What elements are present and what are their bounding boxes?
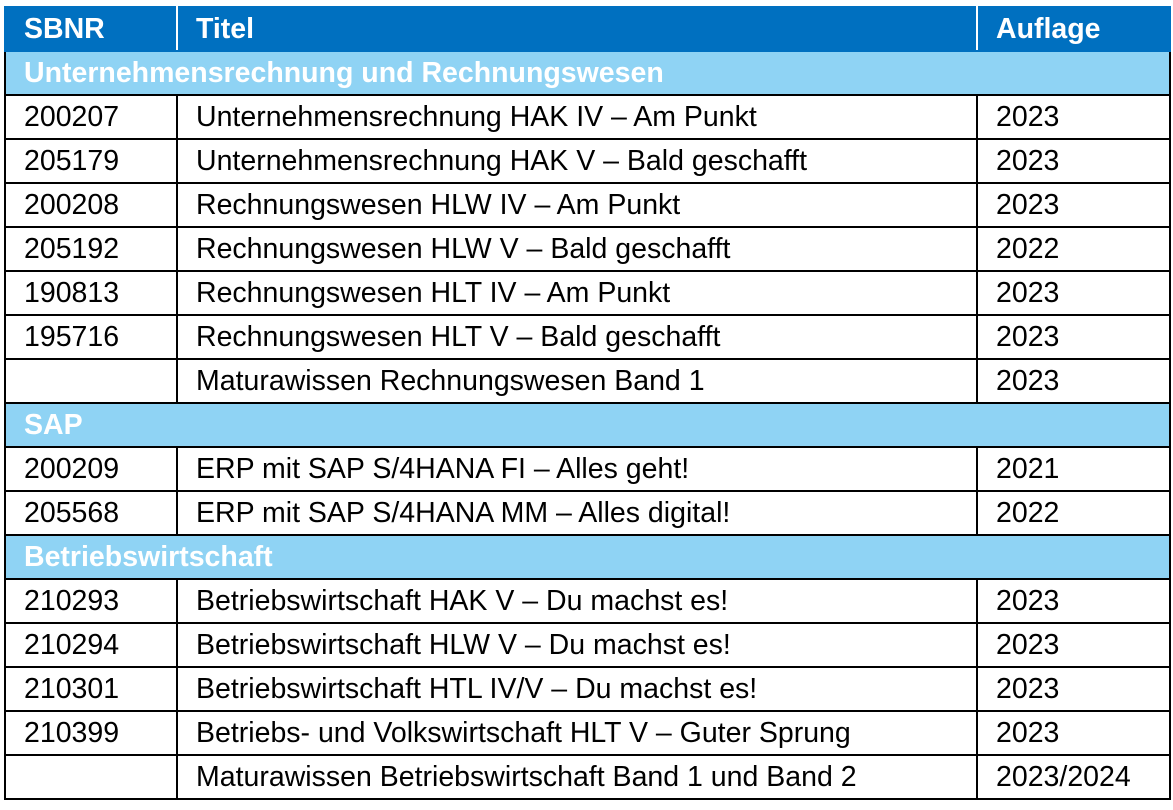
cell-auflage: 2023 xyxy=(976,710,1171,756)
cell-sbnr xyxy=(4,358,178,404)
section-row: Betriebswirtschaft xyxy=(4,534,1171,580)
table-row: Maturawissen Rechnungswesen Band 1 2023 xyxy=(4,358,1171,404)
table-row: Maturawissen Betriebswirtschaft Band 1 u… xyxy=(4,754,1171,800)
table-row: 200208 Rechnungswesen HLW IV – Am Punkt … xyxy=(4,182,1171,228)
cell-sbnr: 190813 xyxy=(4,270,178,316)
cell-sbnr xyxy=(4,754,178,800)
book-table: SBNR Titel Auflage Unternehmensrechnung … xyxy=(4,6,1171,800)
cell-auflage: 2023 xyxy=(976,358,1171,404)
section-title: SAP xyxy=(4,402,1171,448)
table-row: 210399 Betriebs- und Volkswirtschaft HLT… xyxy=(4,710,1171,756)
section-title: Betriebswirtschaft xyxy=(4,534,1171,580)
section-row: Unternehmensrechnung und Rechnungswesen xyxy=(4,50,1171,96)
cell-titel: Rechnungswesen HLW IV – Am Punkt xyxy=(176,182,978,228)
cell-titel: Unternehmensrechnung HAK IV – Am Punkt xyxy=(176,94,978,140)
cell-titel: Rechnungswesen HLW V – Bald geschafft xyxy=(176,226,978,272)
cell-sbnr: 205192 xyxy=(4,226,178,272)
cell-sbnr: 210399 xyxy=(4,710,178,756)
cell-auflage: 2023/2024 xyxy=(976,754,1171,800)
cell-titel: Maturawissen Betriebswirtschaft Band 1 u… xyxy=(176,754,978,800)
cell-sbnr: 205568 xyxy=(4,490,178,536)
cell-sbnr: 205179 xyxy=(4,138,178,184)
cell-sbnr: 195716 xyxy=(4,314,178,360)
cell-titel: Rechnungswesen HLT IV – Am Punkt xyxy=(176,270,978,316)
table-row: 200209 ERP mit SAP S/4HANA FI – Alles ge… xyxy=(4,446,1171,492)
cell-auflage: 2023 xyxy=(976,270,1171,316)
cell-auflage: 2023 xyxy=(976,182,1171,228)
cell-sbnr: 200208 xyxy=(4,182,178,228)
table-row: 210301 Betriebswirtschaft HTL IV/V – Du … xyxy=(4,666,1171,712)
cell-titel: Betriebswirtschaft HTL IV/V – Du machst … xyxy=(176,666,978,712)
cell-auflage: 2022 xyxy=(976,490,1171,536)
cell-auflage: 2023 xyxy=(976,622,1171,668)
cell-sbnr: 210301 xyxy=(4,666,178,712)
header-row: SBNR Titel Auflage xyxy=(4,6,1171,52)
header-auflage: Auflage xyxy=(976,6,1171,52)
table-row: 210293 Betriebswirtschaft HAK V – Du mac… xyxy=(4,578,1171,624)
cell-sbnr: 210294 xyxy=(4,622,178,668)
cell-auflage: 2023 xyxy=(976,666,1171,712)
cell-auflage: 2022 xyxy=(976,226,1171,272)
cell-titel: Betriebswirtschaft HAK V – Du machst es! xyxy=(176,578,978,624)
table-row: 205179 Unternehmensrechnung HAK V – Bald… xyxy=(4,138,1171,184)
header-sbnr: SBNR xyxy=(4,6,178,52)
table-row: 195716 Rechnungswesen HLT V – Bald gesch… xyxy=(4,314,1171,360)
cell-sbnr: 210293 xyxy=(4,578,178,624)
cell-auflage: 2023 xyxy=(976,94,1171,140)
cell-sbnr: 200209 xyxy=(4,446,178,492)
header-titel: Titel xyxy=(176,6,978,52)
section-title: Unternehmensrechnung und Rechnungswesen xyxy=(4,50,1171,96)
cell-titel: ERP mit SAP S/4HANA MM – Alles digital! xyxy=(176,490,978,536)
table-row: 190813 Rechnungswesen HLT IV – Am Punkt … xyxy=(4,270,1171,316)
table-row: 205568 ERP mit SAP S/4HANA MM – Alles di… xyxy=(4,490,1171,536)
table-row: 205192 Rechnungswesen HLW V – Bald gesch… xyxy=(4,226,1171,272)
cell-sbnr: 200207 xyxy=(4,94,178,140)
cell-titel: Betriebs- und Volkswirtschaft HLT V – Gu… xyxy=(176,710,978,756)
cell-titel: Maturawissen Rechnungswesen Band 1 xyxy=(176,358,978,404)
cell-titel: Unternehmensrechnung HAK V – Bald gescha… xyxy=(176,138,978,184)
cell-titel: ERP mit SAP S/4HANA FI – Alles geht! xyxy=(176,446,978,492)
cell-auflage: 2023 xyxy=(976,314,1171,360)
section-row: SAP xyxy=(4,402,1171,448)
table-row: 200207 Unternehmensrechnung HAK IV – Am … xyxy=(4,94,1171,140)
cell-auflage: 2023 xyxy=(976,578,1171,624)
cell-titel: Betriebswirtschaft HLW V – Du machst es! xyxy=(176,622,978,668)
cell-titel: Rechnungswesen HLT V – Bald geschafft xyxy=(176,314,978,360)
table-row: 210294 Betriebswirtschaft HLW V – Du mac… xyxy=(4,622,1171,668)
cell-auflage: 2023 xyxy=(976,138,1171,184)
cell-auflage: 2021 xyxy=(976,446,1171,492)
